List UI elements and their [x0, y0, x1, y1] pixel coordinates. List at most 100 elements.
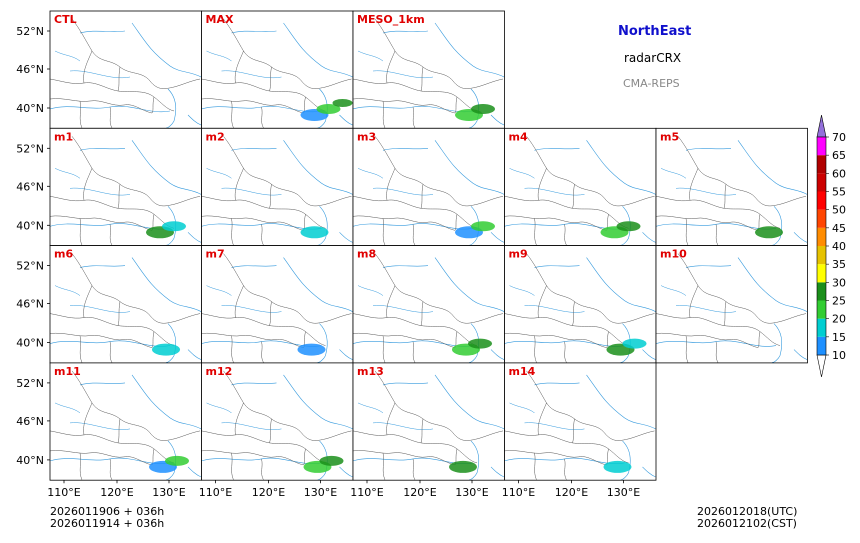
- panel-label: MESO_1km: [357, 13, 425, 26]
- map-panel-m8: m8: [352, 245, 505, 364]
- panel-label: m12: [206, 365, 233, 378]
- valid-time-cst: 2026012102(CST): [697, 517, 797, 530]
- map-panel-m12: m12 110°E 120°E 130°E: [199, 362, 354, 499]
- map-panel-MESO_1km: MESO_1km: [352, 10, 505, 129]
- panel-label: m7: [206, 248, 225, 261]
- panel-label: m13: [357, 365, 384, 378]
- lat-tick-label: 52°N: [16, 377, 44, 390]
- radar-echo: [162, 221, 186, 232]
- map-panel-m1: m1 52°N 46°N 40°N: [16, 127, 202, 247]
- panel-background: [50, 245, 202, 363]
- map-panel-m14: m14 110°E 120°E 130°E: [502, 362, 657, 499]
- lat-tick-label: 52°N: [16, 142, 44, 155]
- colorbar-segment: [817, 336, 826, 355]
- map-panel-m4: m4: [504, 127, 657, 247]
- panel-background: [50, 11, 202, 129]
- product-label: radarCRX: [624, 51, 682, 65]
- panel-background: [504, 362, 656, 481]
- colorbar-tick-label: 50: [832, 204, 846, 217]
- system-label: CMA-REPS: [623, 77, 680, 90]
- panel-label: MAX: [206, 13, 234, 26]
- colorbar-tick-label: 40: [832, 240, 846, 253]
- panel-label: m14: [509, 365, 536, 378]
- lat-tick-label: 40°N: [16, 219, 44, 232]
- lat-tick-label: 52°N: [16, 25, 44, 38]
- colorbar-tick-label: 25: [832, 295, 846, 308]
- colorbar-tick-label: 65: [832, 149, 846, 162]
- map-panel-m13: m13 110°E 120°E 130°E: [350, 362, 505, 499]
- panel-label: m10: [660, 248, 687, 261]
- colorbar-tick-label: 70: [832, 131, 846, 144]
- lon-tick-label: 120°E: [403, 486, 436, 499]
- lon-tick-label: 120°E: [555, 486, 588, 499]
- panel-label: m3: [357, 130, 376, 143]
- radar-echo: [616, 221, 641, 232]
- panel-background: [201, 128, 353, 246]
- lat-tick-label: 52°N: [16, 260, 44, 273]
- colorbar-tick-label: 20: [832, 313, 846, 326]
- radar-echo: [297, 343, 326, 356]
- valid-time-utc: 2026012018(UTC): [697, 505, 798, 518]
- colorbar-segment: [817, 137, 826, 156]
- colorbar-tick-label: 55: [832, 186, 846, 199]
- panel-label: m9: [509, 248, 528, 261]
- map-panel-CTL: CTL 52°N 46°N 40°N: [16, 10, 202, 129]
- colorbar-segment: [817, 227, 826, 246]
- colorbar-extend-bottom: [816, 354, 827, 378]
- panel-frame: [504, 362, 657, 481]
- colorbar-tick-label: 45: [832, 222, 846, 235]
- radar-echo: [471, 104, 495, 114]
- lon-tick-label: 130°E: [152, 486, 185, 499]
- panel-label: CTL: [54, 13, 77, 26]
- map-panel-MAX: MAX: [201, 10, 354, 129]
- map-panel-m10: m10: [655, 245, 808, 364]
- colorbar-extend-top: [816, 114, 827, 138]
- colorbar-tick-label: 10: [832, 349, 846, 362]
- radar-echo: [755, 226, 783, 239]
- panel-frame: [655, 245, 808, 364]
- lat-tick-label: 46°N: [16, 298, 44, 311]
- lon-tick-label: 120°E: [252, 486, 285, 499]
- panel-label: m2: [206, 130, 225, 143]
- lon-tick-label: 110°E: [47, 486, 80, 499]
- map-panel-m6: m6 52°N 46°N 40°N: [16, 245, 202, 364]
- lat-tick-label: 40°N: [16, 102, 44, 115]
- panel-label: m6: [54, 248, 73, 261]
- lon-tick-label: 110°E: [502, 486, 535, 499]
- colorbar-segment: [817, 155, 826, 174]
- lon-tick-label: 130°E: [455, 486, 488, 499]
- lat-tick-label: 46°N: [16, 180, 44, 193]
- init-time-utc: 2026011906 + 036h: [50, 505, 165, 518]
- panel-label: m8: [357, 248, 376, 261]
- panel-background: [353, 362, 505, 481]
- colorbar: 10 15 20 25 30 35 40 45 50 55 60 65 70: [816, 114, 846, 378]
- map-panel-m7: m7: [201, 245, 354, 364]
- init-time-cst: 2026011914 + 036h: [50, 517, 165, 530]
- colorbar-segment: [817, 282, 826, 301]
- lat-tick-label: 40°N: [16, 337, 44, 350]
- colorbar-segment: [817, 300, 826, 319]
- colorbar-segment: [817, 173, 826, 192]
- lat-tick-label: 40°N: [16, 454, 44, 467]
- colorbar-segment: [817, 246, 826, 265]
- radar-echo: [316, 104, 341, 114]
- colorbar-segment: [817, 191, 826, 210]
- lat-tick-label: 46°N: [16, 63, 44, 76]
- panel-label: m1: [54, 130, 73, 143]
- colorbar-segment: [817, 318, 826, 337]
- radar-echo: [471, 221, 495, 232]
- map-panel-m2: m2: [201, 127, 354, 247]
- lon-tick-label: 130°E: [304, 486, 337, 499]
- radar-echo: [468, 338, 492, 349]
- radar-echo: [449, 460, 477, 473]
- colorbar-tick-label: 60: [832, 167, 846, 180]
- panel-label: m5: [660, 130, 679, 143]
- panel-background: [656, 245, 808, 363]
- colorbar-segment: [817, 209, 826, 228]
- panel-grid: CTL 52°N 46°N 40°N MAX MESO_1km m1 52°N 46°N 40°N…: [16, 10, 808, 499]
- radar-echo: [165, 455, 189, 466]
- radar-echo: [603, 460, 632, 473]
- radar-echo: [319, 455, 344, 466]
- panel-label: m4: [509, 130, 528, 143]
